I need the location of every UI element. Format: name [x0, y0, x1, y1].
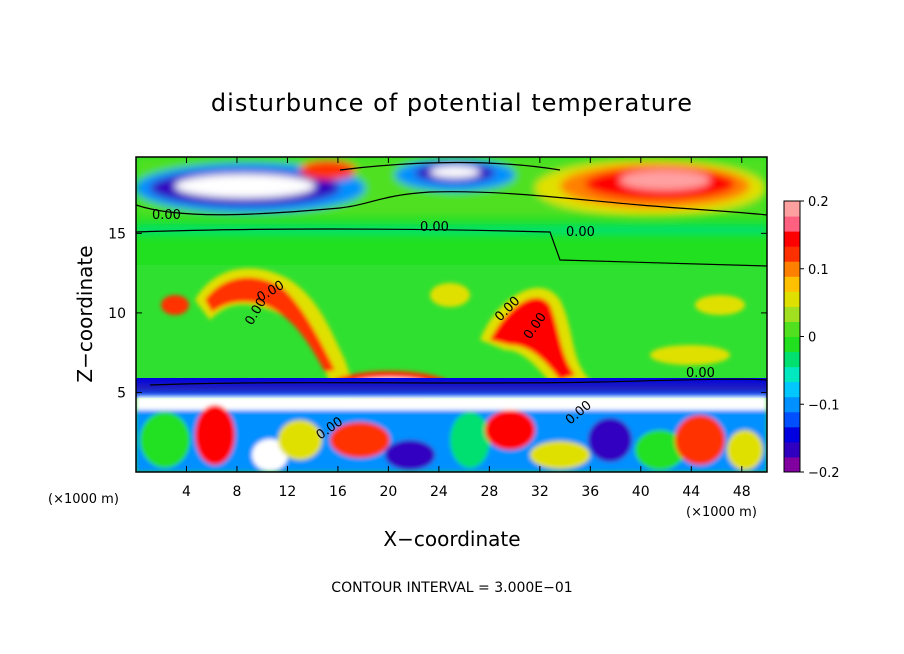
- contour-label: 0.00: [420, 220, 449, 235]
- colorbar-swatch: [784, 456, 800, 473]
- contour-lines: [136, 161, 767, 386]
- colorbar: 0.2 0.1 0 −0.1 −0.2: [783, 195, 840, 481]
- colorbar-swatch: [784, 246, 800, 262]
- x-tick-label: 48: [733, 484, 751, 500]
- x-tick-label: 4: [182, 484, 191, 500]
- x-tick-label: 8: [232, 484, 241, 500]
- x-tick-label: 20: [379, 484, 397, 500]
- x-tick-label: 16: [329, 484, 347, 500]
- colorbar-swatch: [784, 261, 800, 277]
- colorbar-swatch: [784, 351, 800, 368]
- field-plot: 0.00 0.00 0.00 0.00 0.00 0.00 0.00 0.00 …: [136, 157, 767, 472]
- colorbar-tick-label: −0.2: [808, 466, 840, 481]
- x-tick-label: 36: [581, 484, 599, 500]
- colorbar-swatch: [784, 381, 800, 398]
- colorbar-swatch: [784, 276, 800, 292]
- colorbar-swatch: [784, 411, 800, 428]
- x-tick-label: 28: [480, 484, 498, 500]
- x-tick-label: 44: [682, 484, 700, 500]
- colorbar-tick-label: 0: [808, 331, 816, 346]
- contour-label: 0.00: [686, 366, 715, 381]
- colorbar-swatch: [784, 201, 800, 217]
- colorbar-swatch: [784, 336, 800, 353]
- colorbar-swatch: [784, 321, 800, 337]
- plot-frame: [135, 156, 768, 473]
- y-axis-title: Z−coordinate: [73, 245, 97, 382]
- x-axis: 4 8 12 16 20 24 28 32 36 40 44 48: [182, 157, 751, 500]
- y-tick-label: 5: [117, 385, 126, 401]
- x-tick-label: 12: [279, 484, 297, 500]
- x-axis-title: X−coordinate: [383, 527, 520, 551]
- x-axis-unit: (×1000 m): [686, 505, 757, 520]
- x-tick-label: 24: [430, 484, 448, 500]
- upper-layer-structures: [136, 157, 767, 235]
- x-tick-label: 40: [632, 484, 650, 500]
- colorbar-swatch: [784, 426, 800, 443]
- colorbar-swatch: [784, 216, 800, 232]
- contour-label: 0.00: [152, 208, 181, 223]
- colorbar-tick-label: 0.1: [808, 263, 829, 278]
- colorbar-swatch: [784, 366, 800, 383]
- colorbar-swatch: [784, 306, 800, 322]
- inversion-stripe: [136, 378, 767, 398]
- colorbar-tick-label: −0.1: [808, 398, 840, 413]
- y-tick-label: 15: [108, 226, 126, 242]
- contour-interval-note: CONTOUR INTERVAL = 3.000E−01: [331, 580, 572, 596]
- y-axis: 5 10 15: [108, 226, 767, 401]
- chart-title: disturbunce of potential temperature: [211, 89, 693, 117]
- y-axis-unit: (×1000 m): [48, 492, 119, 507]
- colorbar-swatch: [784, 396, 800, 413]
- y-tick-label: 10: [108, 306, 126, 322]
- x-tick-label: 32: [531, 484, 549, 500]
- boundary-layer: [136, 396, 767, 472]
- contour-label: 0.00: [566, 225, 595, 240]
- colorbar-swatch: [784, 231, 800, 247]
- colorbar-swatch: [784, 291, 800, 307]
- colorbar-tick-label: 0.2: [808, 195, 829, 210]
- colorbar-swatch: [784, 441, 800, 458]
